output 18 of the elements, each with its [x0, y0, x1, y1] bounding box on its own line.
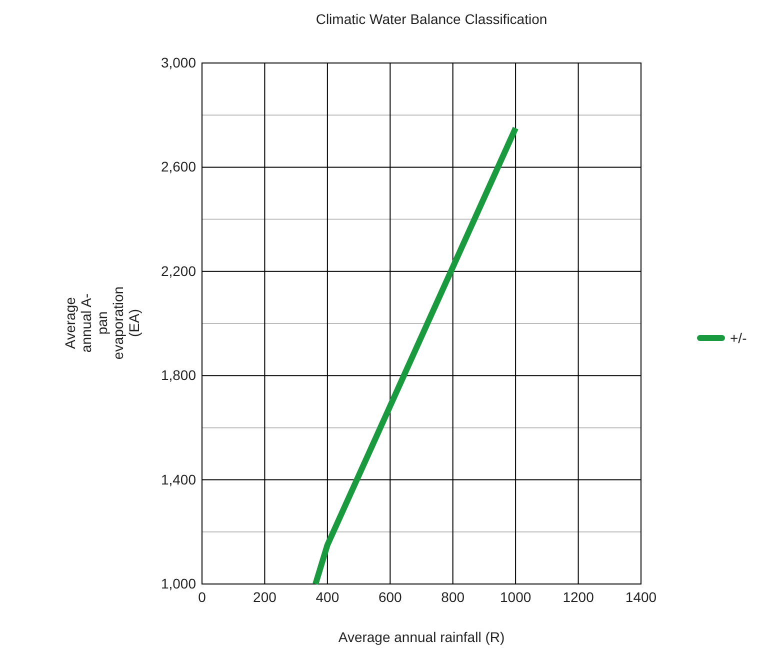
y-tick-label: 1,000 [160, 575, 196, 592]
x-tick-label: 800 [441, 588, 465, 605]
chart-title: Climatic Water Balance Classification [316, 11, 548, 27]
y-axis-title: Average annual A-pan evaporation (EA) [62, 286, 142, 360]
x-tick-label: 1200 [562, 588, 594, 605]
x-tick-label: 200 [253, 588, 277, 605]
x-tick-label: 600 [378, 588, 402, 605]
y-tick-label: 3,000 [160, 54, 196, 70]
x-tick-label: 0 [198, 588, 206, 605]
x-axis-title: Average annual rainfall (R) [338, 629, 505, 645]
x-tick-label: 1000 [500, 588, 532, 605]
y-tick-label: 1,800 [160, 367, 196, 384]
x-tick-label: 1400 [625, 588, 657, 605]
y-tick-label: 1,400 [160, 471, 196, 488]
y-tick-label: 2,200 [160, 262, 196, 279]
x-tick-label: 400 [316, 588, 340, 605]
legend-label: +/- [730, 330, 748, 346]
y-tick-label: 2,600 [160, 158, 196, 175]
